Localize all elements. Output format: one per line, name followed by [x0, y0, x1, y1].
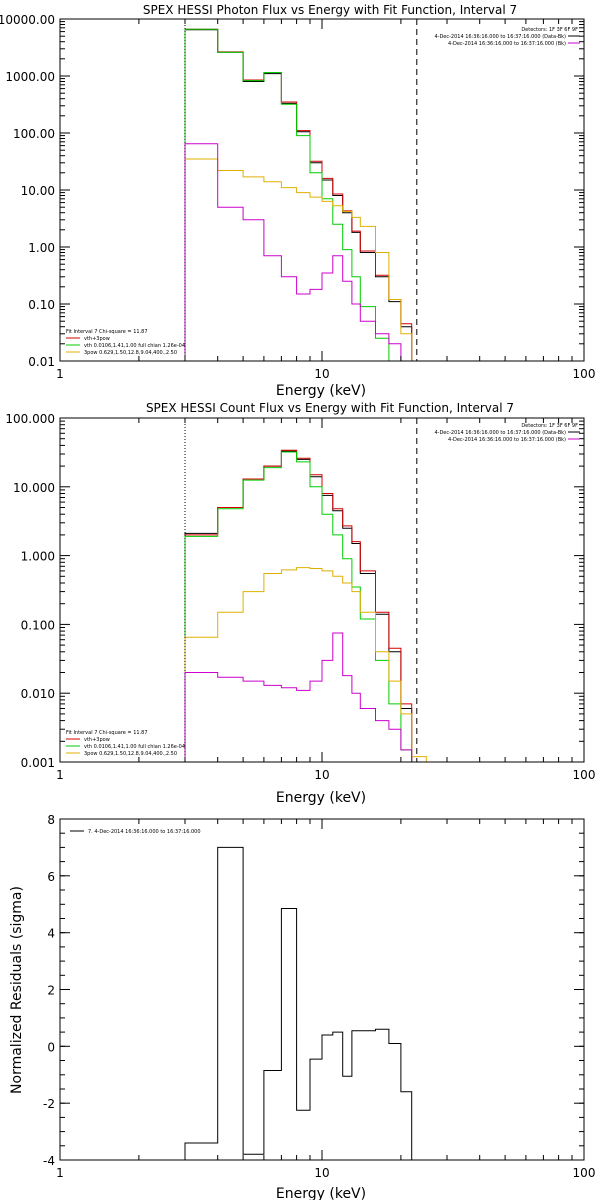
- photon-flux-x-tick-label: 10: [314, 367, 329, 381]
- photon-flux-header: Detectors: 1F 3F 6F 9F 4-Dec-2014 16:36:…: [434, 27, 580, 47]
- count-flux-ticks: 1 10 100 0.001 0.010 0.100 1.000 10.000 100.000: [5, 412, 595, 782]
- count-flux-series-vth: [184, 451, 413, 762]
- photon-flux-fit-info: Fit Interval 7 Chi-square = 11.87: [66, 329, 148, 335]
- photon-flux-header-bk: 4-Dec-2014 16:36:16.000 to 16:37:16.000 …: [448, 41, 566, 47]
- photon-flux-markers: [184, 19, 418, 361]
- residuals-ticks: 1 10 100 -4 -2 0 2 4 6 8: [43, 813, 595, 1180]
- residuals-y-tick-label: 8: [47, 813, 55, 827]
- photon-flux-y-tick-label: 1000.00: [5, 70, 55, 84]
- count-flux-header-databk: 4-Dec-2014 16:36:16.000 to 16:37:16.000 …: [434, 430, 566, 436]
- count-flux-y-tick-label: 0.001: [21, 756, 55, 770]
- photon-flux-series-3pow: [184, 158, 427, 362]
- residuals-xlabel: Energy (keV): [276, 1186, 366, 1200]
- photon-flux-legend-vth3pow: vth+3pow: [84, 336, 110, 342]
- count-flux-title: SPEX HESSI Count Flux vs Energy with Fit…: [146, 401, 514, 415]
- count-flux-x-tick-label: 10: [314, 768, 329, 782]
- count-flux-header: Detectors: 1F 3F 6F 9F 4-Dec-2014 16:36:…: [434, 423, 580, 443]
- residuals-y-tick-label: 4: [47, 927, 55, 941]
- residuals-x-tick-label: 10: [314, 1166, 329, 1180]
- residuals-x-tick-label: 1: [56, 1166, 64, 1180]
- photon-flux-panel: SPEX HESSI Photon Flux vs Energy with Fi…: [0, 3, 595, 399]
- photon-flux-series: [184, 28, 427, 362]
- residuals-y-tick-label: 6: [47, 870, 55, 884]
- count-flux-series-bk: [184, 632, 413, 762]
- photon-flux-series-vth: [184, 28, 401, 362]
- photon-flux-detectors: Detectors: 1F 3F 6F 9F: [521, 27, 578, 33]
- count-flux-panel: SPEX HESSI Count Flux vs Energy with Fit…: [5, 401, 595, 806]
- residuals-legend-label: 7. 4-Dec-2014 16:36:16.000 to 16:37:16.0…: [88, 829, 201, 835]
- count-flux-y-tick-label: 1.000: [21, 550, 55, 564]
- photon-flux-y-tick-label: 1.00: [28, 241, 55, 255]
- count-flux-legend-vth3pow: vth+3pow: [84, 737, 110, 743]
- photon-flux-legend-3pow: 3pow 0.629,1.50,12.8,9.04,400.,2.50: [84, 350, 177, 356]
- photon-flux-y-tick-label: 10.00: [21, 184, 55, 198]
- count-flux-header-bk: 4-Dec-2014 16:36:16.000 to 16:37:16.000 …: [448, 437, 566, 443]
- residuals-panel: 1 10 100 -4 -2 0 2 4 6 8 7. 4-Dec-2014 16:36:16.0…: [9, 813, 595, 1200]
- residuals-series: [184, 846, 413, 1160]
- photon-flux-series-total: [184, 29, 413, 361]
- count-flux-x-tick-label: 1: [56, 768, 64, 782]
- photon-flux-xlabel: Energy (keV): [276, 383, 366, 399]
- photon-flux-legend: Fit Interval 7 Chi-square = 11.87 vth+3p…: [66, 329, 185, 356]
- photon-flux-y-tick-label: 100.00: [13, 127, 55, 141]
- residuals-y-tick-label: -4: [43, 1154, 55, 1168]
- count-flux-x-tick-label: 100: [573, 768, 596, 782]
- residuals-y-tick-label: 2: [47, 984, 55, 998]
- count-flux-y-tick-label: 10.000: [13, 481, 55, 495]
- photon-flux-header-databk: 4-Dec-2014 16:36:16.000 to 16:37:16.000 …: [434, 34, 566, 40]
- photon-flux-y-tick-label: 0.10: [28, 298, 55, 312]
- photon-flux-ticks: 1 10 100 0.01 0.10 1.00 10.00 100.00 1000.00 1000…: [0, 13, 595, 381]
- count-flux-fit-info: Fit Interval 7 Chi-square = 11.87: [66, 730, 148, 736]
- photon-flux-x-tick-label: 1: [56, 367, 64, 381]
- photon-flux-x-tick-label: 100: [573, 367, 596, 381]
- residuals-y-tick-label: 0: [47, 1040, 55, 1054]
- residuals-y-tick-label: -2: [43, 1097, 55, 1111]
- residuals-series-7-4-dec-2014-16-36-16-000-to-16-37-16-000: [184, 846, 413, 1160]
- count-flux-detectors: Detectors: 1F 3F 6F 9F: [521, 423, 578, 429]
- photon-flux-legend-vth: vth 0.0106,1.41,1.00 full chian 1.26e-04: [84, 343, 185, 349]
- count-flux-markers: [184, 418, 418, 762]
- count-flux-y-tick-label: 100.000: [5, 412, 55, 426]
- photon-flux-y-tick-label: 10000.00: [0, 13, 55, 27]
- residuals-x-tick-label: 100: [573, 1166, 596, 1180]
- count-flux-series-vth-3pow: [184, 449, 413, 762]
- photon-flux-series-bk: [184, 143, 412, 362]
- count-flux-series-3pow: [184, 567, 427, 762]
- count-flux-legend-vth: vth 0.0106,1.41,1.00 full chian 1.26e-04: [84, 744, 185, 750]
- count-flux-legend: Fit Interval 7 Chi-square = 11.87 vth+3p…: [66, 730, 185, 757]
- count-flux-y-tick-label: 0.010: [21, 687, 55, 701]
- count-flux-legend-3pow: 3pow 0.629,1.50,12.8,9.04,400.,2.50: [84, 751, 177, 757]
- photon-flux-title: SPEX HESSI Photon Flux vs Energy with Fi…: [143, 3, 517, 17]
- count-flux-y-tick-label: 0.100: [21, 618, 55, 632]
- count-flux-series: [184, 449, 427, 762]
- photon-flux-y-tick-label: 0.01: [28, 355, 55, 369]
- photon-flux-series-vth-3pow: [184, 28, 413, 361]
- residuals-legend: 7. 4-Dec-2014 16:36:16.000 to 16:37:16.0…: [70, 829, 201, 835]
- count-flux-xlabel: Energy (keV): [276, 790, 366, 806]
- residuals-ylabel: Normalized Residuals (sigma): [9, 886, 25, 1094]
